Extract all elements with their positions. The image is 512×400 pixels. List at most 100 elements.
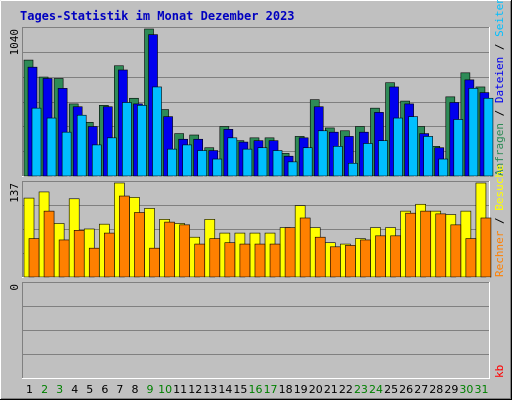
x-tick-label: 23 [354,383,368,396]
bar-seiten-day-30 [468,88,479,177]
x-tick-label: 16 [249,383,263,396]
bar-seiten-day-3 [61,131,72,177]
bar-rechner-day-15 [239,243,251,278]
x-tick-label: 2 [41,383,48,396]
bar-rechner-day-20 [314,236,326,278]
x-tick-label: 22 [339,383,353,396]
bar-seiten-day-15 [242,148,253,177]
bars-middle [23,182,492,278]
bar-rechner-day-26 [405,212,416,278]
bar-seiten-day-2 [46,117,57,177]
x-tick-label: 27 [414,383,428,396]
bar-seiten-day-27 [423,136,433,177]
bar-seiten-day-14 [227,137,238,177]
right-legend-middle: Rechner / Besuche [493,164,506,277]
bar-rechner-day-27 [420,210,431,278]
y-max-label-bottom: 0 [8,284,21,291]
bar-rechner-day-5 [88,247,100,278]
chart-title: Tages-Statistik im Monat Dezember 2023 [20,9,295,23]
bar-seiten-day-23 [363,143,373,177]
x-tick-label: 13 [203,383,217,396]
bar-rechner-day-23 [360,239,371,278]
bar-rechner-day-12 [194,243,206,278]
bar-seiten-day-22 [348,162,358,177]
bar-rechner-day-29 [450,224,462,278]
chart-panels: 1040 Anfragen / Dateien / Seiten 137 Rechne… [8,0,506,379]
x-tick-label: 3 [56,383,63,396]
bar-rechner-day-17 [269,243,281,278]
bar-seiten-day-24 [378,140,388,177]
legend-separator: / [493,37,506,57]
x-tick-label: 10 [158,383,172,396]
x-tick-label: 14 [218,383,232,396]
bar-rechner-day-25 [390,235,401,278]
bar-seiten-day-4 [76,114,87,177]
bar-rechner-day-24 [375,235,386,278]
x-tick-label: 18 [279,383,293,396]
bar-rechner-day-8 [134,212,145,278]
right-legend-top: Anfragen / Dateien / Seiten [493,0,506,176]
bar-seiten-day-18 [287,161,298,177]
legend-rechner: Rechner [493,230,506,277]
bar-rechner-day-2 [43,210,55,278]
bar-seiten-day-29 [453,119,464,177]
bar-rechner-day-9 [149,247,160,278]
y-max-label-middle: 137 [8,183,21,203]
x-tick-label: 12 [188,383,202,396]
bar-seiten-day-31 [483,97,494,177]
bar-seiten-day-19 [302,147,313,177]
bars-top [23,28,494,177]
x-tick-label: 24 [369,383,383,396]
legend-separator: / [493,103,506,123]
bar-seiten-day-20 [317,130,328,177]
bar-seiten-day-21 [332,146,343,177]
x-tick-label: 29 [444,383,458,396]
bar-rechner-day-7 [119,195,130,278]
x-tick-label: 30 [459,383,473,396]
panel-middle: 137 Rechner / Besuche [8,164,506,278]
x-tick-label: 4 [71,383,78,396]
bar-rechner-day-13 [209,238,221,278]
x-tick-label: 20 [309,383,323,396]
legend-seiten: Seiten [493,0,506,37]
x-tick-label: 7 [116,383,123,396]
bar-seiten-day-9 [152,86,162,177]
bar-rechner-day-14 [224,242,236,278]
x-tick-label: 8 [131,383,138,396]
bar-seiten-day-12 [197,150,208,177]
y-max-label-top: 1040 [8,29,21,56]
bar-seiten-day-26 [408,116,418,177]
bar-seiten-day-7 [122,102,132,177]
bar-rechner-day-10 [164,221,175,278]
bar-rechner-day-18 [284,227,296,278]
x-tick-label: 1 [26,383,33,396]
bar-seiten-day-25 [393,117,403,177]
x-tick-label: 28 [429,383,443,396]
x-tick-label: 11 [173,383,187,396]
x-tick-label: 19 [294,383,308,396]
bar-seiten-day-16 [257,147,268,177]
x-tick-label: 6 [101,383,108,396]
bar-rechner-day-31 [480,217,492,278]
legend-kb: kb [493,365,506,378]
bar-rechner-day-4 [73,230,85,278]
x-tick-label: 26 [399,383,413,396]
bar-seiten-day-13 [212,158,223,177]
legend-besuche: Besuche [493,164,506,210]
x-tick-label: 25 [384,383,398,396]
bar-rechner-day-1 [28,238,40,278]
bar-seiten-day-5 [91,144,102,177]
bar-seiten-day-10 [167,148,177,177]
bar-seiten-day-8 [137,105,147,177]
x-tick-label: 21 [324,383,338,396]
x-tick-label: 31 [474,383,488,396]
x-tick-label: 9 [147,383,154,396]
bar-rechner-day-6 [104,232,115,278]
x-axis-ticks: 1 2 3 4 5 6 7 8 9 10 11 12 13 14 15 16 17 18 19 20 21 22 23 24 2… [26,383,488,396]
panel-bottom: 0 kb [8,282,506,379]
bar-seiten-day-11 [182,144,192,177]
bar-seiten-day-6 [107,137,117,177]
legend-dateien: Dateien [493,57,506,103]
x-tick-label: 5 [86,383,93,396]
